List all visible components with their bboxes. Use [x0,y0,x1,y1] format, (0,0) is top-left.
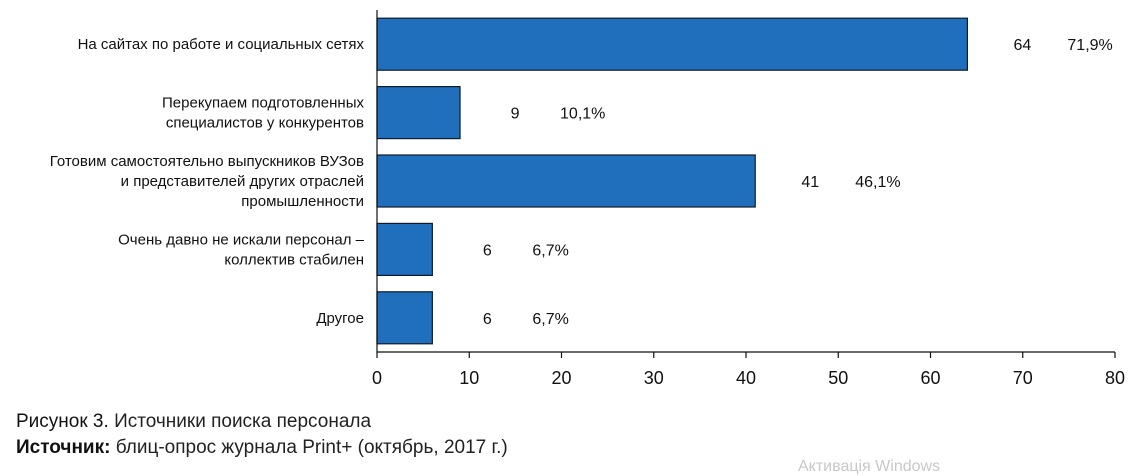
count-label-3: 6 [483,242,492,259]
count-label-2: 41 [801,174,819,191]
x-axis-ticks: 0 10 20 30 40 50 60 70 80 [372,352,1125,388]
x-tick-label-7: 70 [1013,368,1033,388]
figure-caption-title: Источники поиска персонала [114,411,372,432]
count-label-4: 6 [483,311,492,328]
bars-group [376,17,969,345]
bar-chart: На сайтах по работе и социальных сетях Пе… [50,10,1125,388]
category-label-1: Перекупаем подготовленных специалистов у … [162,95,364,132]
x-tick-label-1: 10 [459,368,479,388]
source-caption-lead: Источник: [16,437,111,458]
x-tick-label-8: 80 [1105,368,1125,388]
x-tick-label-5: 50 [828,368,848,388]
category-label-4: Другое [316,310,364,327]
source-caption: Источник: блиц-опрос журнала Print+ (окт… [16,436,508,459]
category-label-3: Очень давно не искали персонал – коллекти… [118,231,365,268]
count-label-1: 9 [511,106,520,123]
figure-caption-lead: Рисунок 3. [16,411,109,432]
source-caption-text: блиц-опрос журнала Print+ (октябрь, 2017… [115,437,508,458]
x-tick-label-4: 40 [736,368,756,388]
count-label-0: 64 [1014,37,1032,54]
windows-activation-watermark: Активація Windows [798,458,941,475]
percent-label-0: 71,9% [1067,37,1112,54]
x-tick-label-0: 0 [372,368,382,388]
bar-0 [376,17,969,71]
category-label-2: Готовим самостоятельно выпускников ВУЗов… [50,153,364,210]
bar-3 [376,222,433,276]
category-labels: На сайтах по работе и социальных сетях Пе… [50,36,365,327]
bar-2 [376,154,756,208]
percent-label-4: 6,7% [532,311,568,328]
bar-4 [376,291,433,345]
x-tick-label-3: 30 [644,368,664,388]
percent-label-2: 46,1% [855,174,900,191]
percent-label-3: 6,7% [532,242,568,259]
value-labels: 64 71,9% 9 10,1% 41 46,1% 6 6,7% 6 6,7% [483,37,1113,328]
percent-label-1: 10,1% [560,106,605,123]
figure-caption: Рисунок 3. Источники поиска персонала [16,410,371,433]
x-tick-label-6: 60 [920,368,940,388]
category-label-0: На сайтах по работе и социальных сетях [78,36,365,53]
x-tick-label-2: 20 [551,368,571,388]
bar-1 [376,85,461,140]
